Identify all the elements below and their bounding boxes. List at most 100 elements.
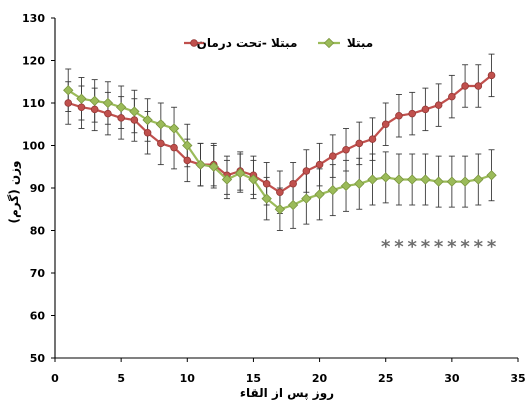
data-point xyxy=(208,161,219,172)
data-point xyxy=(314,189,325,200)
data-point xyxy=(63,85,74,96)
y-tick-label: 80 xyxy=(30,225,46,238)
data-point xyxy=(195,159,206,170)
data-point xyxy=(448,92,456,101)
data-point xyxy=(340,180,352,192)
data-point xyxy=(170,143,178,152)
legend-label-untreated: مبتلا xyxy=(347,36,373,50)
data-point xyxy=(487,71,496,80)
data-point xyxy=(461,82,469,90)
data-point xyxy=(473,174,484,185)
data-point xyxy=(367,174,378,185)
x-axis-ticks: 0 5 10 15 20 25 30 35 xyxy=(51,358,526,385)
data-point xyxy=(433,176,444,187)
data-point xyxy=(182,140,193,151)
legend-diamond-marker xyxy=(323,37,335,49)
x-tick-label: 30 xyxy=(444,372,460,385)
x-tick-label: 15 xyxy=(246,372,261,385)
data-point xyxy=(486,170,497,181)
data-point xyxy=(168,123,180,134)
y-tick-label: 130 xyxy=(22,12,45,25)
significance-marker: * xyxy=(407,236,417,257)
data-point xyxy=(328,152,337,160)
x-axis-title: روز پس از القاء xyxy=(240,386,334,401)
data-point xyxy=(130,116,139,124)
data-point xyxy=(261,193,272,204)
legend-circle-marker xyxy=(190,39,198,47)
y-tick-label: 110 xyxy=(22,97,45,110)
y-tick-label: 90 xyxy=(30,182,46,195)
data-point xyxy=(157,139,165,148)
y-tick-label: 120 xyxy=(22,55,45,68)
data-point xyxy=(459,176,471,187)
data-point xyxy=(302,167,311,175)
data-point xyxy=(276,188,284,197)
data-point xyxy=(102,97,114,109)
y-tick-label: 50 xyxy=(30,352,46,365)
y-tick-label: 100 xyxy=(22,140,45,153)
data-point xyxy=(289,179,297,188)
legend: مبتلا -تحت درمان مبتلا xyxy=(184,36,373,50)
data-point xyxy=(434,101,443,109)
data-point xyxy=(446,176,458,187)
significance-markers: * * * * * * * * * xyxy=(381,236,497,257)
x-tick-label: 25 xyxy=(378,372,393,385)
data-point xyxy=(287,199,299,211)
data-point xyxy=(89,95,100,107)
significance-marker: * xyxy=(394,236,404,257)
data-point xyxy=(90,105,99,114)
series-2 xyxy=(63,85,497,215)
data-point xyxy=(235,167,246,179)
data-point xyxy=(76,93,87,104)
legend-item-untreated: مبتلا xyxy=(318,36,373,50)
data-point xyxy=(474,82,483,90)
data-point xyxy=(129,106,140,117)
y-axis-ticks: 50 60 70 80 90 100 110 120 130 xyxy=(22,12,55,365)
data-point xyxy=(262,179,271,188)
data-point xyxy=(420,174,431,185)
data-point xyxy=(301,193,312,204)
significance-marker: * xyxy=(381,236,391,257)
data-point xyxy=(117,114,125,122)
data-point xyxy=(408,109,416,118)
significance-marker: * xyxy=(474,236,484,257)
x-tick-label: 5 xyxy=(117,372,125,385)
significance-marker: * xyxy=(421,236,431,257)
data-point xyxy=(248,174,259,185)
data-point xyxy=(407,174,418,185)
data-point xyxy=(368,135,377,143)
data-point xyxy=(104,109,112,118)
data-point xyxy=(327,184,338,196)
data-point xyxy=(354,178,365,189)
y-tick-label: 70 xyxy=(30,267,46,280)
data-point xyxy=(421,105,430,114)
x-tick-label: 10 xyxy=(180,372,196,385)
data-point xyxy=(393,174,405,185)
significance-marker: * xyxy=(460,236,470,257)
x-tick-label: 0 xyxy=(51,372,59,385)
data-point xyxy=(221,174,233,185)
significance-marker: * xyxy=(487,236,497,257)
y-tick-label: 60 xyxy=(30,310,46,323)
data-point xyxy=(342,145,350,154)
x-tick-label: 35 xyxy=(510,372,525,385)
data-point xyxy=(395,111,403,120)
data-point xyxy=(155,119,166,130)
data-point xyxy=(355,139,364,148)
data-point xyxy=(143,128,152,137)
data-point xyxy=(274,204,286,215)
data-point xyxy=(381,120,390,129)
data-point xyxy=(115,102,127,113)
data-point xyxy=(142,114,153,126)
legend-item-treated: مبتلا -تحت درمان xyxy=(184,36,297,50)
data-point xyxy=(315,160,324,169)
data-point xyxy=(183,156,192,165)
significance-marker: * xyxy=(447,236,457,257)
legend-label-treated: مبتلا -تحت درمان xyxy=(197,36,298,50)
x-tick-label: 20 xyxy=(312,372,328,385)
data-point xyxy=(77,103,86,112)
data-point xyxy=(64,99,73,107)
data-point xyxy=(380,172,391,183)
